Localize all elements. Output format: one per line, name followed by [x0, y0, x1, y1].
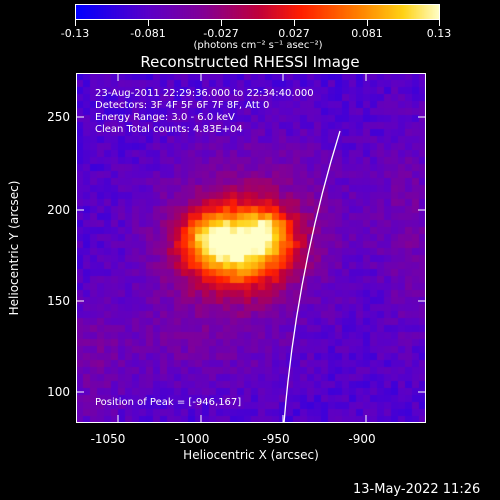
colorbar-tick: [148, 20, 149, 26]
y-tick-label: 100: [47, 385, 70, 399]
timestamp: 13-May-2022 11:26: [353, 482, 481, 497]
colorbar-tick-label: -0.13: [60, 27, 90, 40]
x-tick-label: -1000: [174, 432, 210, 446]
clean-counts-text: Clean Total counts: 4.83E+04: [95, 124, 243, 135]
peak-position-text: Position of Peak = [-946,167]: [95, 397, 242, 408]
colorbar-tick-label: 0.081: [351, 27, 383, 40]
colorbar-tick: [367, 20, 368, 26]
x-tick-label: -900: [348, 432, 376, 446]
x-tick-label: -950: [262, 432, 290, 446]
colorbar-tick-label: 0.027: [278, 27, 310, 40]
y-tick-label: 150: [47, 294, 70, 308]
colorbar-tick-label: -0.081: [130, 27, 166, 40]
colorbar-tick-label: -0.027: [203, 27, 239, 40]
colorbar: [75, 4, 440, 20]
y-tick-label: 200: [47, 203, 70, 217]
plot-title: Reconstructed RHESSI Image: [140, 53, 360, 71]
y-axis-label: Heliocentric Y (arcsec): [7, 180, 21, 316]
energy-range-text: Energy Range: 3.0 - 6.0 keV: [95, 112, 235, 123]
colorbar-tick-label: 0.13: [426, 27, 452, 40]
time-range-text: 23-Aug-2011 22:29:36.000 to 22:34:40.000: [95, 88, 314, 99]
x-tick-label: -1050: [90, 432, 126, 446]
colorbar-tick: [439, 20, 440, 26]
colorbar-tick: [221, 20, 222, 26]
colorbar-tick: [294, 20, 295, 26]
detectors-text: Detectors: 3F 4F 5F 6F 7F 8F, Att 0: [95, 100, 270, 111]
colorbar-tick: [75, 20, 76, 26]
solar-limb: [283, 130, 341, 423]
colorbar-units: (photons cm⁻² s⁻¹ asec⁻²): [193, 40, 323, 51]
y-tick-label: 250: [47, 110, 70, 124]
rhessi-image: [76, 73, 426, 423]
x-axis-label: Heliocentric X (arcsec): [183, 448, 319, 462]
colorbar-frame: [75, 4, 440, 20]
